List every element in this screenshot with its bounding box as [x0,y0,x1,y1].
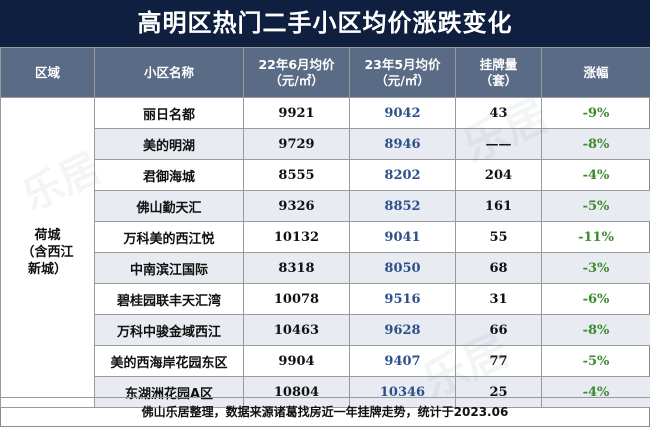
listings-count: —— [456,129,542,160]
may-price: 9628 [350,315,456,346]
may-price: 8852 [350,191,456,222]
price-change: -5% [542,346,650,377]
jun-price: 10078 [244,284,350,315]
table-row: 荷城 （含西江 新城） 丽日名都 9921 9042 43 -9% [1,98,650,129]
may-price: 8946 [350,129,456,160]
col-header-listings: 挂牌量（套） [456,48,542,98]
price-change: -8% [542,315,650,346]
table-row: 君御海城 8555 8202 204 -4% [1,160,650,191]
jun-price: 8318 [244,253,350,284]
jun-price: 8555 [244,160,350,191]
listings-count: 77 [456,346,542,377]
table-header-row: 区域 小区名称 22年6月均价（元/㎡） 23年5月均价（元/㎡） 挂牌量（套）… [1,48,650,98]
may-price: 9407 [350,346,456,377]
col-header-may-price: 23年5月均价（元/㎡） [350,48,456,98]
community-name: 碧桂园联丰天汇湾 [95,284,244,315]
col-header-change: 涨幅 [542,48,650,98]
jun-price: 9729 [244,129,350,160]
col-header-jun-price: 22年6月均价（元/㎡） [244,48,350,98]
jun-price: 10463 [244,315,350,346]
community-name: 万科中骏金域西江 [95,315,244,346]
listings-count: 66 [456,315,542,346]
source-footnote: 佛山乐居整理，数据来源诸葛找房近一年挂牌走势，统计于2023.06 [0,397,650,428]
listings-count: 31 [456,284,542,315]
jun-price: 9921 [244,98,350,129]
page-title: 高明区热门二手小区均价涨跌变化 [0,0,650,47]
table-row: 美的西海岸花园东区 9904 9407 77 -5% [1,346,650,377]
table-row: 美的明湖 9729 8946 —— -8% [1,129,650,160]
listings-count: 161 [456,191,542,222]
price-change: -4% [542,160,650,191]
community-name: 美的西海岸花园东区 [95,346,244,377]
price-change: -6% [542,284,650,315]
listings-count: 43 [456,98,542,129]
community-name: 君御海城 [95,160,244,191]
table-row: 中南滨江国际 8318 8050 68 -3% [1,253,650,284]
col-header-name: 小区名称 [95,48,244,98]
table-row: 佛山勤天汇 9326 8852 161 -5% [1,191,650,222]
community-name: 万科美的西江悦 [95,222,244,253]
jun-price: 10132 [244,222,350,253]
community-name: 中南滨江国际 [95,253,244,284]
price-change: -5% [542,191,650,222]
community-name: 美的明湖 [95,129,244,160]
table-row: 碧桂园联丰天汇湾 10078 9516 31 -6% [1,284,650,315]
listings-count: 55 [456,222,542,253]
may-price: 8202 [350,160,456,191]
price-change: -11% [542,222,650,253]
price-table: 区域 小区名称 22年6月均价（元/㎡） 23年5月均价（元/㎡） 挂牌量（套）… [0,47,650,408]
jun-price: 9904 [244,346,350,377]
listings-count: 68 [456,253,542,284]
price-change: -9% [542,98,650,129]
may-price: 9516 [350,284,456,315]
may-price: 8050 [350,253,456,284]
col-header-region: 区域 [1,48,95,98]
community-name: 佛山勤天汇 [95,191,244,222]
may-price: 9042 [350,98,456,129]
community-name: 丽日名都 [95,98,244,129]
table-row: 万科中骏金域西江 10463 9628 66 -8% [1,315,650,346]
may-price: 9041 [350,222,456,253]
table-row: 万科美的西江悦 10132 9041 55 -11% [1,222,650,253]
jun-price: 9326 [244,191,350,222]
price-change: -8% [542,129,650,160]
price-change: -3% [542,253,650,284]
listings-count: 204 [456,160,542,191]
region-cell: 荷城 （含西江 新城） [1,98,95,408]
